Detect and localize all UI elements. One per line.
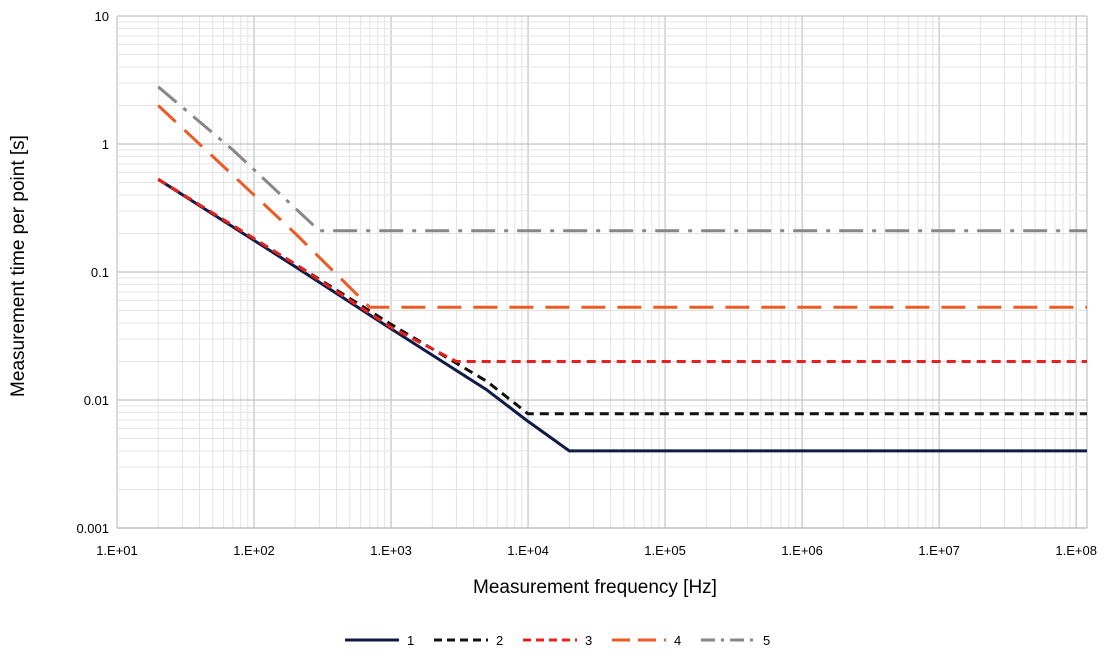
x-tick-label: 1.E+04 — [507, 543, 549, 558]
x-axis-tick-labels: 1.E+01 1.E+02 1.E+03 1.E+04 1.E+05 1.E+06 1.E+… — [96, 543, 1097, 558]
legend-label-5: 5 — [763, 633, 770, 648]
y-tick-label: 10 — [95, 9, 109, 24]
legend: 1 2 3 4 5 — [345, 633, 770, 648]
x-axis-title: Measurement frequency [Hz] — [473, 577, 717, 598]
series-3-line — [157, 178, 1087, 363]
legend-label-4: 4 — [674, 633, 681, 648]
legend-label-1: 1 — [407, 633, 414, 648]
y-axis-tick-labels: 0.001 0.01 0.1 1 10 — [76, 9, 109, 536]
x-tick-label: 1.E+06 — [781, 543, 823, 558]
y-tick-label: 1 — [102, 137, 109, 152]
y-tick-label: 0.1 — [91, 265, 109, 280]
x-tick-label: 1.E+01 — [96, 543, 138, 558]
y-tick-label: 0.01 — [84, 393, 109, 408]
x-tick-label: 1.E+02 — [233, 543, 275, 558]
x-tick-label: 1.E+08 — [1055, 543, 1097, 558]
series-4-line — [157, 104, 1087, 309]
y-tick-label: 0.001 — [76, 521, 109, 536]
series-lines — [157, 85, 1087, 453]
series-1-line — [157, 178, 1087, 453]
x-tick-label: 1.E+05 — [644, 543, 686, 558]
legend-label-3: 3 — [585, 633, 592, 648]
series-2-line — [157, 178, 1087, 416]
y-axis-title: Measurement time per point [s] — [8, 135, 29, 397]
x-tick-label: 1.E+07 — [918, 543, 960, 558]
series-5-line — [157, 85, 1087, 233]
legend-label-2: 2 — [496, 633, 503, 648]
x-tick-label: 1.E+03 — [370, 543, 412, 558]
